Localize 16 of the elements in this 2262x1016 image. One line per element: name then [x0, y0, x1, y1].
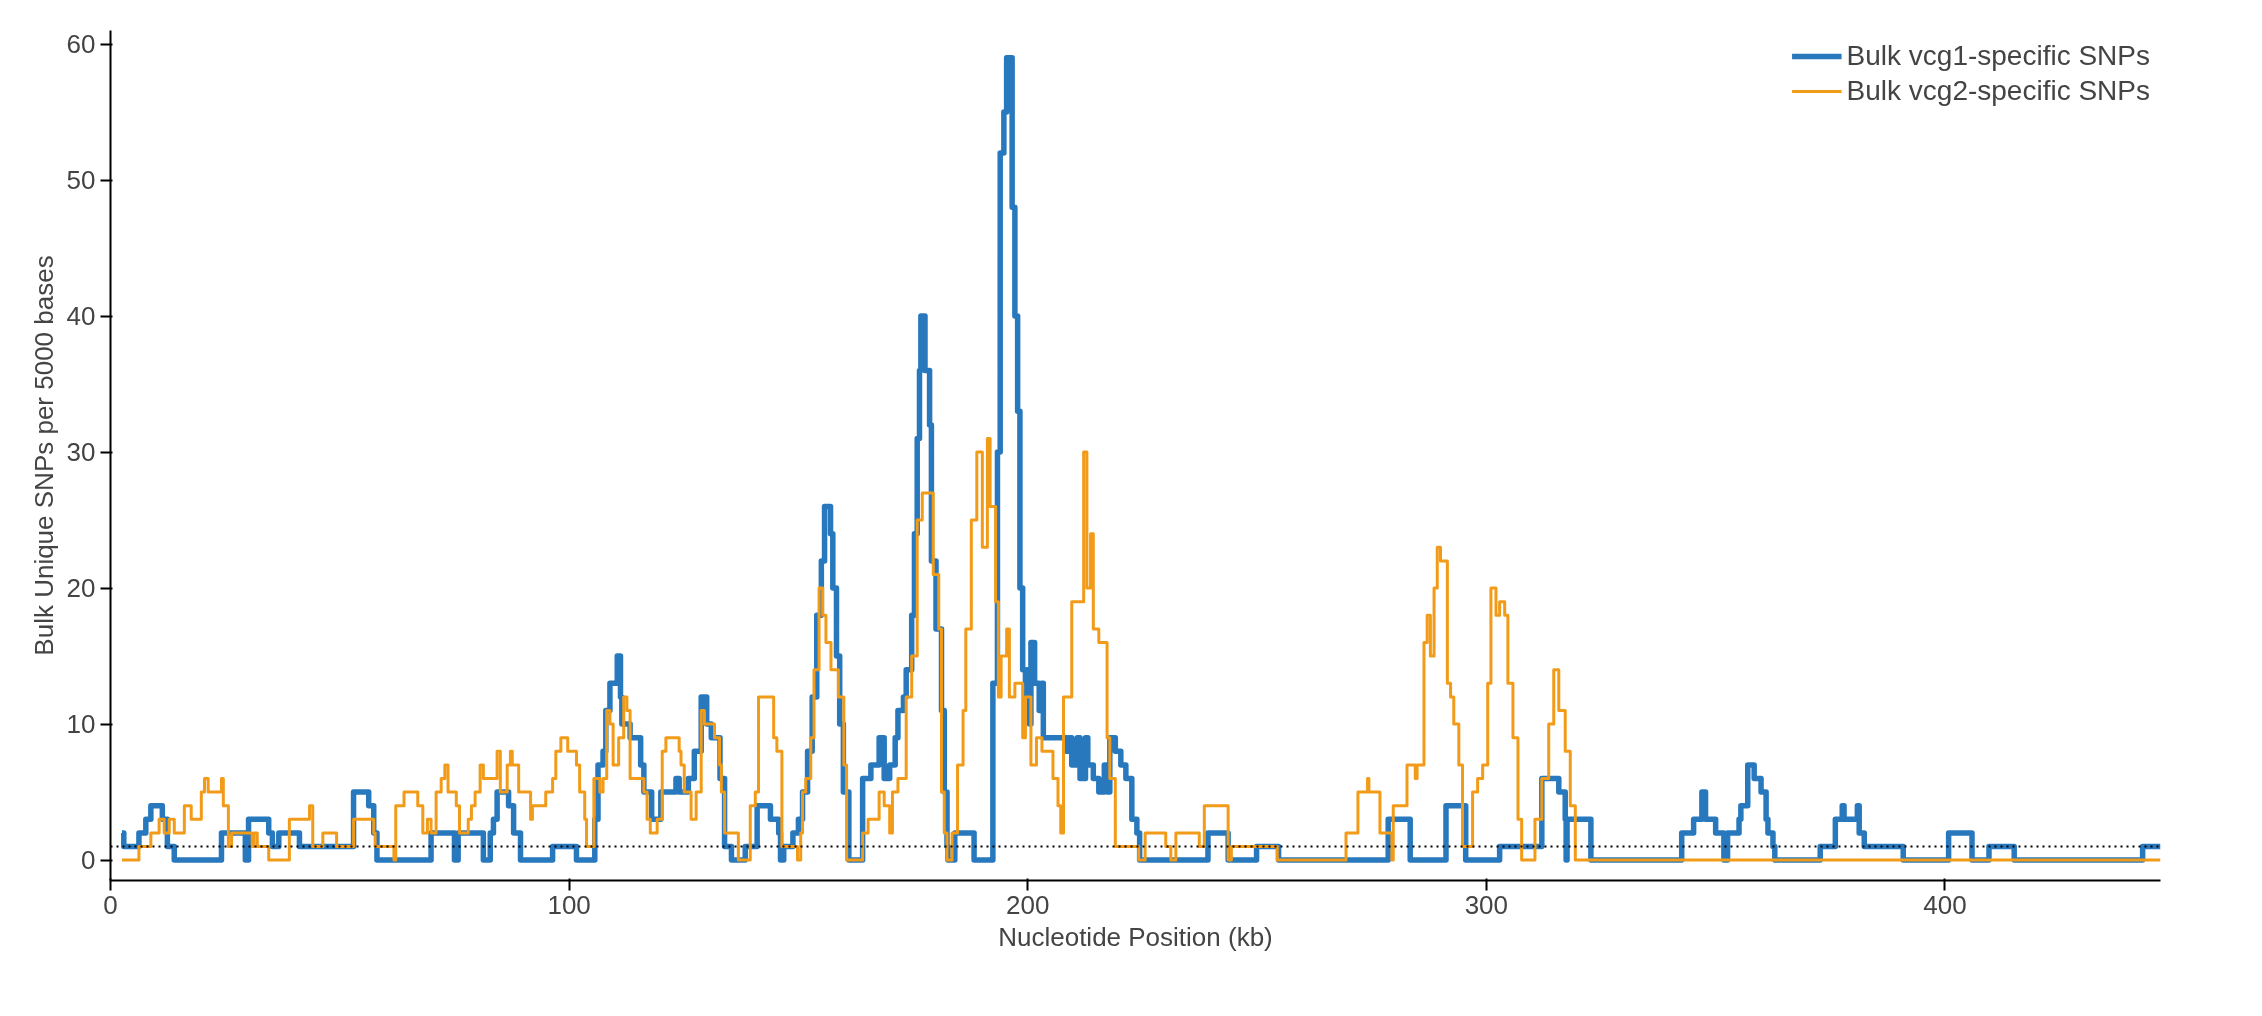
x-tick-label: 400: [1923, 889, 1967, 920]
y-tick-label: 0: [81, 845, 96, 876]
x-tick-label: 100: [547, 889, 591, 920]
y-tick-label: 50: [66, 165, 96, 196]
y-tick-label: 20: [66, 573, 96, 604]
legend-label: Bulk vcg2-specific SNPs: [1846, 75, 2150, 107]
x-tick-label: 0: [103, 889, 118, 920]
y-axis-title: Bulk Unique SNPs per 5000 bases: [28, 255, 59, 656]
y-tick-label: 10: [66, 709, 96, 740]
x-tick-label: 300: [1464, 889, 1509, 920]
legend-label: Bulk vcg1-specific SNPs: [1846, 40, 2150, 72]
y-tick-label: 60: [66, 29, 96, 60]
y-tick-label: 30: [66, 437, 96, 468]
y-tick-label: 40: [66, 301, 96, 332]
x-tick-label: 200: [1006, 889, 1050, 920]
x-axis-title: Nucleotide Position (kb): [998, 921, 1273, 952]
